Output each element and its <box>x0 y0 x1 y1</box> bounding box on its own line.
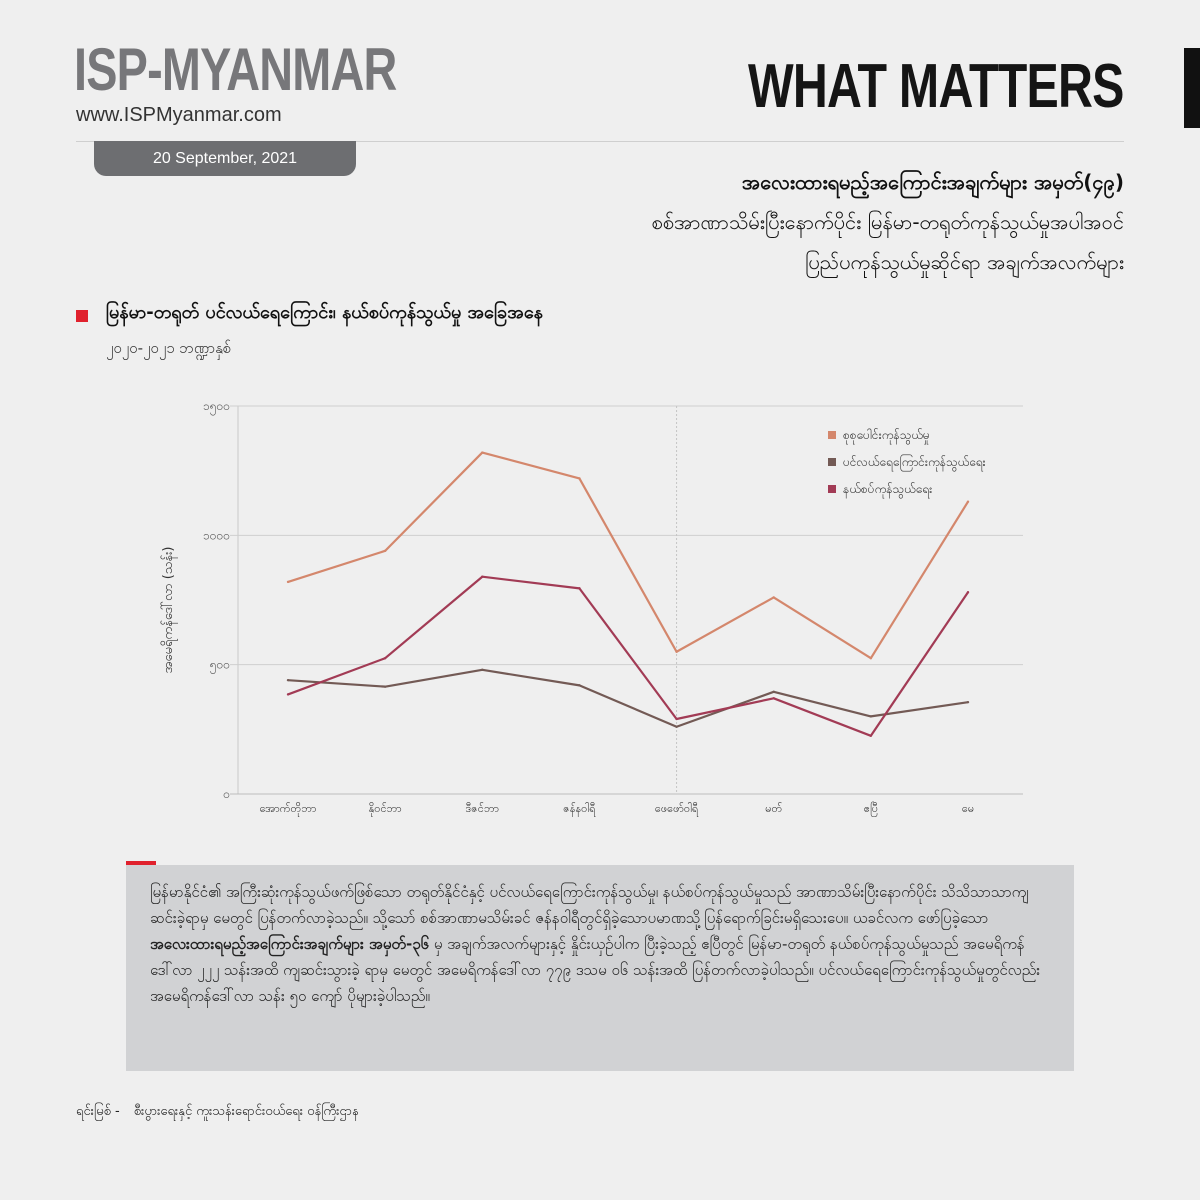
data-point <box>869 715 873 718</box>
data-point <box>966 500 970 503</box>
data-point <box>675 717 678 721</box>
note-text-part2: မှ အချက်အလက်များနှင့် နှိုင်းယှဉ်ပါက ပြီ… <box>150 935 1041 1005</box>
legend-swatch <box>828 431 836 439</box>
chart-title: မြန်မာ-တရုတ် ပင်လယ်ရေကြောင်း၊ နယ်စပ်ကုန်… <box>106 302 543 323</box>
x-tick-label: ဧပြီ <box>864 802 878 817</box>
note-box: မြန်မာနိုင်ငံ၏ အကြီးဆုံးကုန်သွယ်ဖက်ဖြစ်သ… <box>126 865 1074 1071</box>
data-point <box>481 668 484 672</box>
x-tick-label: အောက်တိုဘာ <box>260 802 317 817</box>
data-point <box>286 678 290 682</box>
series-line <box>287 575 969 737</box>
section-marker <box>76 310 88 322</box>
legend-label: ပင်လယ်ရေကြောင်းကုန်သွယ်ရေး <box>843 453 986 472</box>
data-point <box>481 575 484 578</box>
y-axis-label: အမေရိကန်ဒေါ်လာ (သန်း) <box>160 547 178 674</box>
legend-swatch <box>828 485 836 493</box>
x-tick-label: ဇန်နဝါရီ <box>563 802 596 817</box>
data-point <box>383 685 387 688</box>
legend-label: စုစုပေါင်းကုန်သွယ်မှု <box>843 427 930 445</box>
x-tick-label: ဒီဇင်ဘာ <box>466 802 500 815</box>
y-tick-label: ၅၀၀ <box>210 658 230 675</box>
y-tick-label: ၀ <box>223 787 230 801</box>
data-point <box>578 477 581 480</box>
y-tick-label: ၁၅၀၀ <box>203 399 230 416</box>
data-point <box>675 650 678 653</box>
data-point <box>675 725 678 728</box>
brand-logo: ISP-MYANMAR <box>74 36 397 103</box>
data-point <box>383 549 387 553</box>
x-tick-label: နိုဝင်ဘာ <box>369 802 402 817</box>
series-line <box>287 668 969 728</box>
page-title-line3: ပြည်ပကုန်သွယ်မှုဆိုင်ရာ အချက်အလက်များ <box>804 250 1124 274</box>
date-tab: 20 September, 2021 <box>94 141 356 176</box>
data-point <box>286 693 290 696</box>
data-point <box>772 596 775 599</box>
data-point <box>772 690 775 694</box>
website-link[interactable]: www.ISPMyanmar.com <box>76 104 282 126</box>
x-tick-label: ဖေဖော်ဝါရီ <box>655 802 699 817</box>
series-line <box>287 451 969 660</box>
source-line: ရင်းမြစ် - စီးပွားရေးနှင့် ကူးသန်းရောင်းဝ… <box>76 1103 359 1122</box>
note-text-part1: မြန်မာနိုင်ငံ၏ အကြီးဆုံးကုန်သွယ်ဖက်ဖြစ်သ… <box>150 883 1029 927</box>
data-point <box>869 734 873 737</box>
data-point <box>966 591 970 594</box>
header-divider <box>76 141 1124 142</box>
data-point <box>286 580 290 584</box>
page-title: အလေးထားရမည့်အကြောင်းအချက်များ အမှတ်(၄၉) <box>741 170 1124 194</box>
series-label: WHAT MATTERS <box>748 52 1124 121</box>
chart-subtitle: ၂၀၂၀-၂၀၂၁ ဘဏ္ဍာနှစ် <box>106 339 232 357</box>
legend-swatch <box>828 458 836 466</box>
page-title-block: အလေးထားရမည့်အကြောင်းအချက်များ အမှတ်(၄၉) … <box>324 162 1124 282</box>
data-point <box>869 657 873 660</box>
page-title-line2: စစ်အာဏာသိမ်းပြီးနောက်ပိုင်း မြန်မာ-တရုတ်… <box>651 210 1124 234</box>
data-point <box>772 697 775 700</box>
note-accent-bar <box>126 861 156 865</box>
note-text: မြန်မာနိုင်ငံ၏ အကြီးဆုံးကုန်သွယ်ဖက်ဖြစ်သ… <box>150 879 1050 1009</box>
source-label: ရင်းမြစ် - <box>76 1104 120 1119</box>
data-point <box>578 587 581 590</box>
data-point <box>481 451 484 454</box>
data-point <box>966 700 970 704</box>
data-point <box>383 657 387 660</box>
y-tick-label: ၁၀၀၀ <box>203 528 230 542</box>
data-point <box>578 684 581 687</box>
legend-label: နယ်စပ်ကုန်သွယ်ရေး <box>843 481 932 499</box>
x-tick-label: မတ် <box>765 802 782 815</box>
publish-date: 20 September, 2021 <box>152 149 298 167</box>
source-value: စီးပွားရေးနှင့် ကူးသန်းရောင်းဝယ်ရေး ဝန်က… <box>133 1104 359 1119</box>
x-tick-label: မေ <box>962 802 974 815</box>
note-text-bold: အလေးထားရမည့်အကြောင်းအချက်များ အမှတ်-၃၆ <box>150 935 430 953</box>
side-accent-bar <box>1184 48 1200 128</box>
